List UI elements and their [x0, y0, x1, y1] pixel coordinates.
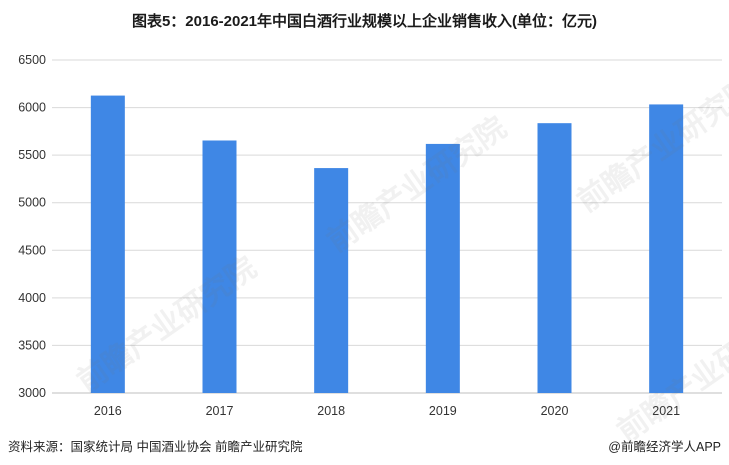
- x-tick-label: 2017: [206, 404, 234, 418]
- x-tick-label: 2018: [317, 404, 345, 418]
- chart-title: 图表5：2016-2021年中国白酒行业规模以上企业销售收入(单位：亿元): [131, 13, 598, 30]
- y-tick-label: 5500: [18, 148, 46, 162]
- credit-note: @前瞻经济学人APP: [608, 440, 721, 454]
- source-note: 资料来源：国家统计局 中国酒业协会 前瞻产业研究院: [8, 440, 303, 454]
- y-tick-label: 3000: [18, 386, 46, 400]
- y-tick-label: 6500: [18, 53, 46, 67]
- x-tick-label: 2016: [94, 404, 122, 418]
- bar-2019: [425, 143, 460, 393]
- bar-2016: [90, 95, 125, 393]
- bar-2017: [202, 140, 237, 393]
- bar-2021: [649, 104, 684, 394]
- y-tick-label: 4500: [18, 243, 46, 257]
- bar-2018: [314, 168, 349, 393]
- y-tick-label: 3500: [18, 338, 46, 352]
- y-tick-label: 6000: [18, 101, 46, 115]
- x-tick-label: 2020: [541, 404, 569, 418]
- y-tick-label: 5000: [18, 196, 46, 210]
- x-tick-label: 2021: [652, 404, 680, 418]
- x-tick-label: 2019: [429, 404, 457, 418]
- y-tick-label: 4000: [18, 291, 46, 305]
- bar-2020: [537, 123, 572, 393]
